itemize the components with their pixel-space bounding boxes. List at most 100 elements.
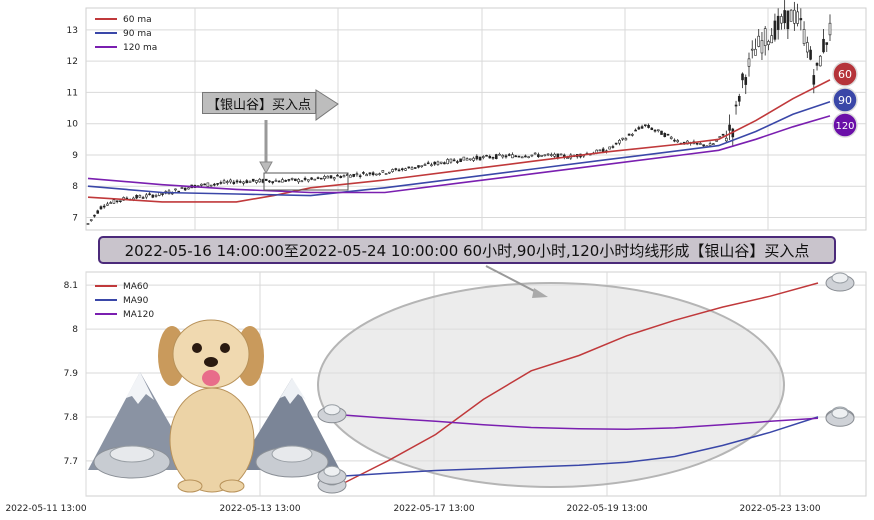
candle-body	[86, 223, 90, 225]
candle-body	[151, 194, 155, 198]
candle-body	[462, 156, 466, 161]
candle-body	[290, 178, 294, 180]
candle-body	[524, 155, 527, 158]
signal-banner: 2022-05-16 14:00:00至2022-05-24 10:00:00 …	[98, 236, 836, 264]
candle-body	[611, 146, 615, 148]
candle-body	[161, 193, 164, 195]
candle-body	[631, 134, 634, 136]
banner-pointer	[485, 265, 541, 295]
line-end-ingots	[317, 272, 855, 494]
top-ytick-label: 8	[72, 182, 78, 192]
candle-body	[436, 161, 440, 165]
candle-body	[627, 133, 631, 136]
candle-body	[323, 176, 326, 180]
bottom-legend-label-1: MA90	[123, 296, 149, 306]
candle-body	[660, 130, 663, 135]
top-ytick-label: 10	[67, 120, 79, 130]
ma-badge-0	[832, 61, 858, 87]
candle-body	[148, 193, 151, 196]
candle-body	[621, 137, 624, 140]
candle-body	[281, 179, 284, 183]
candle-body	[812, 75, 816, 85]
candle-body	[300, 180, 304, 183]
candle-body	[825, 42, 829, 45]
candle-body	[404, 168, 407, 171]
ma-badge-label-0: 60	[838, 68, 852, 81]
candle-body	[796, 11, 799, 24]
buy-point-callout: 【银山谷】买入点	[202, 92, 316, 114]
silver-ingot-top-icon	[831, 272, 849, 284]
candle-body	[177, 190, 181, 193]
dog-eye-left-icon	[192, 343, 202, 353]
top-legend-label-2: 120 ma	[123, 43, 157, 53]
candle-body	[747, 58, 751, 67]
candle-body	[702, 144, 705, 147]
candle-body	[326, 175, 330, 179]
candle-body	[106, 203, 109, 206]
candle-body	[135, 194, 138, 199]
ma-badge-label-1: 90	[838, 94, 852, 107]
dog-eye-right-icon	[220, 343, 230, 353]
candle-body	[329, 175, 333, 179]
candle-body	[708, 143, 712, 146]
candle-body	[381, 170, 385, 173]
candle-body	[494, 154, 498, 159]
dog-paw-left-icon	[177, 479, 203, 493]
candle-body	[443, 162, 446, 165]
bottom-ma-lines	[339, 282, 819, 486]
candle-body	[391, 169, 394, 172]
candle-body	[93, 214, 96, 217]
candle-body	[316, 177, 320, 179]
candle-body	[725, 137, 728, 142]
bottom-x-axis: 2022-05-11 13:00 2022-05-13 13:00 2022-05-…	[5, 504, 820, 514]
candle-body	[789, 9, 793, 22]
dog-nose-icon	[204, 357, 218, 367]
candle-body	[349, 174, 352, 178]
candle-body	[653, 129, 657, 132]
candle-body	[154, 194, 158, 197]
top-ma-lines	[87, 79, 831, 203]
candle-body	[339, 176, 343, 178]
candle-body	[546, 153, 550, 156]
candle-body	[669, 136, 673, 139]
mountain-left-icon	[88, 372, 196, 470]
candle-body	[757, 35, 761, 47]
candle-body	[229, 179, 232, 183]
top-legend-label-0: 60 ma	[123, 15, 152, 25]
candle-body	[388, 171, 391, 174]
candle-body	[365, 174, 368, 177]
candle-body	[666, 133, 670, 136]
candle-body	[721, 133, 725, 136]
candle-body	[336, 174, 339, 177]
candle-body	[488, 155, 492, 159]
bottom-ytick-label: 8	[72, 325, 78, 335]
candle-body	[284, 180, 287, 182]
candle-body	[647, 124, 650, 128]
candle-body	[319, 177, 323, 180]
ingot-right-top-icon	[271, 445, 313, 463]
candle-body	[332, 177, 336, 180]
candle-body	[112, 199, 116, 204]
candle-body	[115, 200, 119, 203]
candle-body	[780, 16, 783, 24]
mountain-right-snow-icon	[280, 378, 306, 404]
candle-body	[375, 173, 378, 176]
candle-body	[618, 140, 621, 144]
highlight-ellipse	[317, 282, 785, 488]
top-plot-area	[85, 7, 867, 231]
candle-body	[734, 104, 738, 107]
ma-badge-label-2: 120	[835, 121, 854, 132]
candle-body	[417, 165, 420, 168]
candle-body	[608, 146, 611, 150]
candle-body	[799, 18, 803, 21]
top-y-axis: 7 8 9 10 11 12 13	[67, 26, 79, 224]
candle-body	[245, 180, 249, 184]
candle-body	[433, 161, 436, 165]
candle-body	[109, 202, 112, 204]
candle-body	[209, 184, 213, 187]
silver-ingot-top-icon	[323, 404, 341, 416]
candle-body	[786, 10, 790, 30]
candle-body	[828, 22, 832, 36]
valley-highlight-box	[263, 172, 349, 191]
